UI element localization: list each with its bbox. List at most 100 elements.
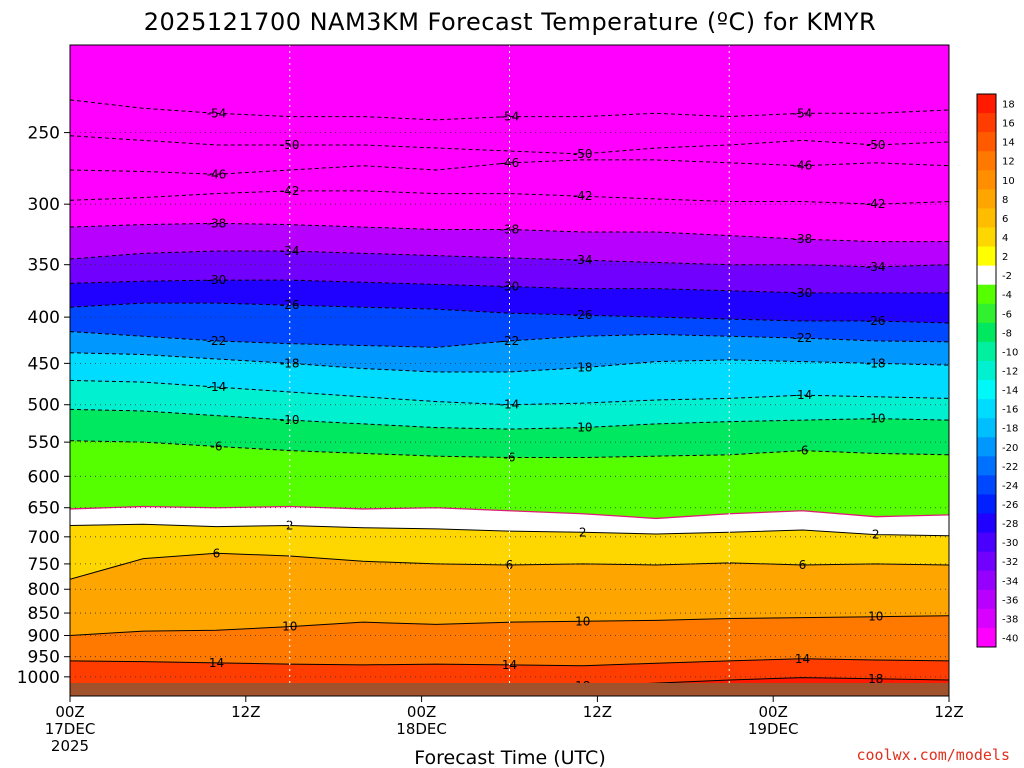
pressure-tick-label: 500 xyxy=(28,396,60,416)
freezing-contour xyxy=(70,505,949,520)
contour-label--46: -46 xyxy=(793,159,813,173)
colorbar-label: 8 xyxy=(1002,195,1008,206)
contour-label--14: -14 xyxy=(207,380,227,394)
colorbar-swatch xyxy=(977,227,996,248)
contour-label--38: -38 xyxy=(793,232,813,246)
contour-label--46: -46 xyxy=(500,156,520,170)
contour-label--34: -34 xyxy=(866,260,886,274)
colorbar-swatch xyxy=(977,570,996,591)
contour-lines xyxy=(70,99,949,696)
colorbar-label: -26 xyxy=(1002,500,1018,511)
colorbar-swatch xyxy=(977,265,996,286)
colorbar-swatch xyxy=(977,113,996,133)
pressure-tick-label: 700 xyxy=(28,528,60,548)
pressure-tick-label: 750 xyxy=(28,555,60,575)
temp-band--26 xyxy=(70,303,949,348)
colorbar-label: 16 xyxy=(1002,119,1015,130)
colorbar-label: 2 xyxy=(1002,252,1008,263)
pressure-tick-label: 950 xyxy=(28,648,60,668)
pressure-tick-label: 800 xyxy=(28,580,60,600)
contour-label-10: 10 xyxy=(282,620,297,634)
colorbar-label: -40 xyxy=(1002,633,1018,644)
plot-frame xyxy=(69,44,950,697)
contour-label--22: -22 xyxy=(793,331,813,345)
colorbar-swatch xyxy=(977,494,996,515)
pressure-tick-label: 400 xyxy=(28,308,60,328)
contour-label-14: 14 xyxy=(795,652,810,666)
colorbar-label: -16 xyxy=(1002,405,1018,416)
colorbar-swatch xyxy=(977,475,996,495)
time-tick-label: 00Z xyxy=(55,703,84,721)
contour-label--6: -6 xyxy=(211,439,223,453)
colorbar-swatch xyxy=(977,627,996,648)
colorbar-swatch xyxy=(977,456,996,476)
colorbar-label: -2 xyxy=(1002,271,1012,282)
x-axis-label: Forecast Time (UTC) xyxy=(414,747,605,768)
colorbar-swatch xyxy=(977,532,996,553)
time-tick-label: 12Z xyxy=(231,703,260,721)
contour-label-10: 10 xyxy=(868,610,883,624)
colorbar-label: 18 xyxy=(1002,100,1015,111)
colorbar-swatch xyxy=(977,418,996,438)
colorbar-swatch xyxy=(977,208,996,228)
contour-label--50: -50 xyxy=(573,147,593,161)
temp-band--14 xyxy=(70,380,949,430)
contour-line--54 xyxy=(70,99,949,121)
pressure-tick-label: 650 xyxy=(28,499,60,519)
colorbar-frame xyxy=(976,93,997,648)
colorbar-label: 10 xyxy=(1002,176,1015,187)
colorbar-legend: 18 16 14 12 10 8 6 4 2 -2 -4 -6 -8 -10 -12 -14 -16 -18 -20… xyxy=(976,93,1018,648)
contour-label-6: 6 xyxy=(213,546,221,560)
contour-label-14: 14 xyxy=(209,656,224,670)
contour-label-18: 18 xyxy=(868,672,883,686)
contour-label--30: -30 xyxy=(793,286,813,300)
colorbar-label: -28 xyxy=(1002,519,1018,530)
temp-band--46 xyxy=(70,159,949,205)
pressure-tick-label: 600 xyxy=(28,467,60,487)
colorbar-label: -10 xyxy=(1002,347,1018,358)
pressure-tick-label: 350 xyxy=(28,256,60,276)
contour-label-6: 6 xyxy=(506,558,514,572)
colorbar-swatch xyxy=(977,246,996,267)
pressure-axis: 2503003504004505005506006507007508008509… xyxy=(17,124,70,688)
colorbar-swatch xyxy=(977,437,996,457)
contour-label--10: -10 xyxy=(866,412,886,426)
colorbar-label: -6 xyxy=(1002,309,1012,320)
contour-label--10: -10 xyxy=(573,421,593,435)
colorbar-swatch xyxy=(977,380,996,400)
contour-label--50: -50 xyxy=(866,138,886,152)
colorbar-label: -34 xyxy=(1002,576,1018,587)
colorbar-swatch xyxy=(977,399,996,419)
contour-label--54: -54 xyxy=(207,106,227,120)
contour-label--34: -34 xyxy=(573,253,593,267)
colorbar-swatch xyxy=(977,132,996,152)
pressure-tick-label: 450 xyxy=(28,354,60,374)
contour-label--26: -26 xyxy=(573,308,593,322)
pressure-tick-label: 300 xyxy=(28,195,60,215)
colorbar-swatch xyxy=(977,151,996,171)
credit-link[interactable]: coolwx.com/models xyxy=(856,746,1010,764)
colorbar-swatch xyxy=(977,360,996,381)
colorbar-swatch xyxy=(977,589,996,610)
colorbar-label: 4 xyxy=(1002,233,1008,244)
contour-label--14: -14 xyxy=(500,398,520,412)
contour-label--26: -26 xyxy=(866,314,886,328)
colorbar-label: -20 xyxy=(1002,443,1018,454)
pressure-tick-label: 250 xyxy=(28,124,60,144)
colorbar-swatch xyxy=(977,170,996,190)
time-tick-label: 12Z xyxy=(583,703,612,721)
colorbar-label: -12 xyxy=(1002,367,1018,378)
contour-label--14: -14 xyxy=(793,388,813,402)
contour-label--6: -6 xyxy=(797,444,809,458)
time-tick-date: 18DEC xyxy=(396,720,447,738)
time-tick-label: 00Z xyxy=(759,703,788,721)
time-tick-date: 19DEC xyxy=(748,720,799,738)
time-tick-label: 12Z xyxy=(934,703,963,721)
contour-label--46: -46 xyxy=(207,167,227,181)
contour-label--42: -42 xyxy=(573,189,593,203)
colorbar-label: -14 xyxy=(1002,386,1018,397)
contour-label-2: 2 xyxy=(579,525,587,539)
contour-line-6 xyxy=(70,552,949,580)
pressure-tick-label: 900 xyxy=(28,626,60,646)
